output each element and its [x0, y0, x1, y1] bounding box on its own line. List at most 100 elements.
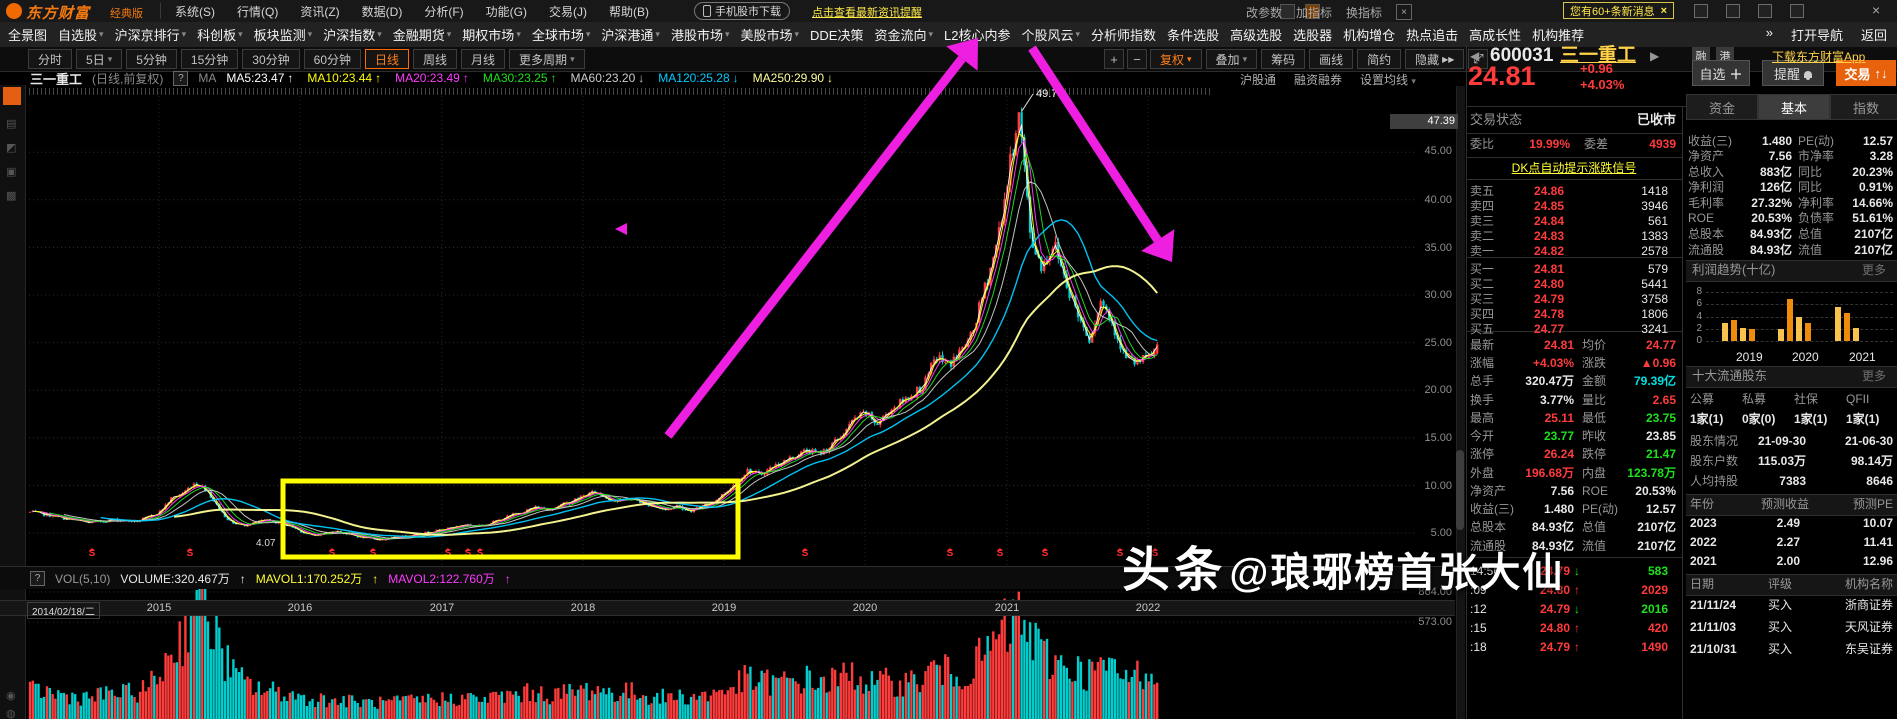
nav-item-5[interactable]: 沪深指数 ▾: [323, 25, 382, 44]
chart-scrollbar-thumb[interactable]: [1456, 450, 1464, 530]
menu-0[interactable]: 系统(S): [175, 4, 215, 19]
nav-more-button[interactable]: »: [1765, 25, 1773, 40]
nav-item-3[interactable]: 科创板 ▾: [197, 25, 243, 44]
menu-1[interactable]: 行情(Q): [237, 4, 279, 19]
rail-icon[interactable]: ◩: [6, 142, 17, 154]
zoom-in-button[interactable]: +: [1104, 49, 1124, 69]
phone-download-button[interactable]: 手机股市下载: [694, 2, 790, 20]
add-indicator-link[interactable]: 加指标: [1296, 6, 1333, 20]
window-tool-icon[interactable]: [1694, 4, 1708, 18]
period-60分钟[interactable]: 60分钟: [303, 49, 361, 69]
period-周线[interactable]: 周线: [413, 49, 458, 69]
nav-item-14[interactable]: L2核心内参: [944, 25, 1010, 44]
menu-5[interactable]: 功能(G): [485, 4, 527, 19]
tab-指数[interactable]: 指数: [1830, 94, 1897, 120]
nav-item-9[interactable]: 沪深港通 ▾: [601, 25, 660, 44]
rail-icon[interactable]: ▩: [6, 190, 17, 202]
help-icon[interactable]: ?: [173, 70, 189, 86]
tool-筹码[interactable]: 筹码: [1261, 49, 1306, 69]
tool-隐藏[interactable]: 隐藏 ▶▶: [1405, 49, 1465, 69]
stock-name[interactable]: 三一重工: [1560, 45, 1637, 66]
rail-icon[interactable]: ▣: [6, 166, 17, 178]
alert-button[interactable]: 提醒: [1762, 60, 1824, 86]
period-5日[interactable]: 5日 ▾: [76, 49, 123, 69]
nav-item-22[interactable]: 高成长性: [1469, 25, 1521, 44]
period-15分钟[interactable]: 15分钟: [180, 49, 239, 69]
tool-画线[interactable]: 画线: [1309, 49, 1354, 69]
back-button[interactable]: 返回: [1860, 28, 1887, 43]
nav-item-4[interactable]: 板块监测 ▾: [254, 25, 313, 44]
close-pane-icon[interactable]: ×: [1396, 4, 1413, 20]
nav-item-20[interactable]: 机构增仓: [1343, 25, 1395, 44]
nav-item-0[interactable]: 全景图: [8, 25, 47, 44]
maximize-icon[interactable]: [1790, 4, 1804, 18]
nav-item-23[interactable]: 机构推荐: [1532, 25, 1584, 44]
period-月线[interactable]: 月线: [461, 49, 506, 69]
period-5分钟[interactable]: 5分钟: [126, 49, 177, 69]
nav-item-15[interactable]: 个股风云 ▾: [1022, 25, 1081, 44]
trade-button[interactable]: 交易 ↑↓: [1836, 60, 1896, 86]
open-nav-button[interactable]: 打开导航: [1790, 28, 1843, 43]
nav-item-19[interactable]: 选股器: [1293, 25, 1332, 44]
nav-item-12[interactable]: DDE决策: [810, 25, 863, 44]
gift-icon[interactable]: [1305, 4, 1320, 19]
chevron-down-icon: ▾: [585, 29, 591, 39]
change-params-link[interactable]: 改参数: [1246, 6, 1283, 20]
rail-icon[interactable]: ◉: [6, 690, 16, 702]
nav-item-8[interactable]: 全球市场 ▾: [532, 25, 591, 44]
nav-item-2[interactable]: 沪深京排行 ▾: [115, 25, 187, 44]
nav-item-6[interactable]: 金融期货 ▾: [393, 25, 452, 44]
sim-trade-icon[interactable]: [1280, 4, 1295, 19]
chart-subtitle: (日线,前复权): [92, 71, 164, 86]
tool-叠加[interactable]: 叠加 ▾: [1205, 49, 1258, 69]
app-download-link[interactable]: 下载东方财富App: [1772, 50, 1866, 64]
period-30分钟[interactable]: 30分钟: [242, 49, 300, 69]
period-日线[interactable]: 日线: [365, 49, 410, 69]
nav-item-1[interactable]: 自选股 ▾: [58, 25, 104, 44]
candlestick-chart[interactable]: [25, 86, 1415, 719]
menu-2[interactable]: 资讯(Z): [300, 4, 340, 19]
period-分时[interactable]: 分时: [28, 49, 73, 69]
nav-item-10[interactable]: 港股市场 ▾: [671, 25, 730, 44]
refresh-icon[interactable]: [1726, 4, 1740, 18]
nav-item-17[interactable]: 条件选股: [1167, 25, 1219, 44]
rail-icon[interactable]: ◍: [6, 708, 16, 719]
nav-item-18[interactable]: 高级选股: [1230, 25, 1282, 44]
add-watchlist-button[interactable]: 自选＋: [1692, 60, 1750, 86]
headline-link[interactable]: 点击查看最新资讯提醒: [812, 7, 922, 19]
period-更多周期[interactable]: 更多周期 ▾: [509, 49, 585, 69]
next-stock-button[interactable]: ▶: [1650, 49, 1660, 63]
menu-4[interactable]: 分析(F): [424, 4, 464, 19]
menu-3[interactable]: 数据(D): [361, 4, 403, 19]
minimize-icon[interactable]: [1758, 4, 1772, 18]
switch-indicator-link[interactable]: 换指标: [1346, 6, 1383, 20]
tab-基本[interactable]: 基本: [1758, 94, 1830, 120]
notice-badge[interactable]: 您有60+条新消息 ×: [1563, 2, 1675, 19]
close-icon[interactable]: ×: [1872, 2, 1881, 18]
rail-icon[interactable]: ▤: [6, 118, 17, 130]
prev-stock-button[interactable]: ◀: [1470, 49, 1480, 63]
menu-7[interactable]: 帮助(B): [608, 4, 649, 19]
notice-close-icon[interactable]: ×: [1660, 4, 1668, 17]
hugutong-link[interactable]: 沪股通: [1240, 73, 1277, 87]
tool-简约[interactable]: 简约: [1357, 49, 1402, 69]
menu-6[interactable]: 交易(J): [548, 4, 587, 19]
tab-资金[interactable]: 资金: [1686, 94, 1758, 120]
help-icon[interactable]: ?: [30, 571, 45, 586]
dk-signal-link[interactable]: DK点自动提示涨跌信号: [1511, 161, 1637, 175]
nav-item-11[interactable]: 美股市场 ▾: [740, 25, 799, 44]
nav-item-21[interactable]: 热点追击: [1406, 25, 1458, 44]
nav-item-13[interactable]: 资金流向 ▾: [874, 25, 933, 44]
tool-复权[interactable]: 复权 ▾: [1150, 49, 1202, 69]
ma-settings-link[interactable]: 设置均线 ▾: [1360, 73, 1416, 87]
more-link[interactable]: 更多: [1862, 369, 1887, 383]
nav-item-7[interactable]: 期权市场 ▾: [462, 25, 521, 44]
zoom-out-button[interactable]: −: [1127, 49, 1147, 69]
chart-scrollbar-track[interactable]: [1456, 86, 1465, 719]
more-link[interactable]: 更多: [1862, 263, 1887, 277]
margin-link[interactable]: 融资融券: [1294, 73, 1343, 87]
tick-time: :18: [1470, 640, 1487, 654]
nav-item-16[interactable]: 分析师指数: [1091, 25, 1156, 44]
market-tab-icon[interactable]: [3, 87, 21, 105]
fullscreen-icon[interactable]: ⤢: [1468, 49, 1489, 69]
